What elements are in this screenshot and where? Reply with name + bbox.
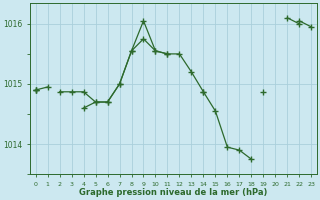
X-axis label: Graphe pression niveau de la mer (hPa): Graphe pression niveau de la mer (hPa) bbox=[79, 188, 268, 197]
